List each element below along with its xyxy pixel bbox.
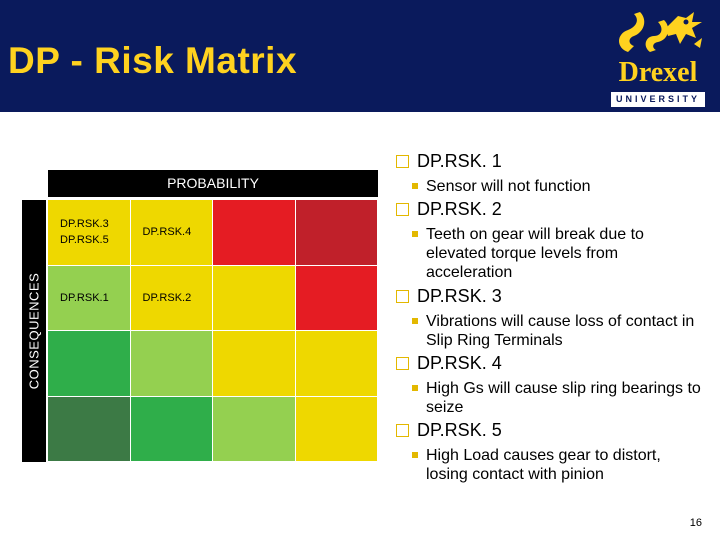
risk-description-text: Sensor will not function [426, 178, 591, 195]
matrix-cell [213, 265, 296, 331]
checkbox-bullet-icon [396, 423, 409, 437]
risk-id: DP.RSK. 4 [417, 353, 502, 373]
risk-id-label: DP.RSK.2 [142, 291, 192, 304]
risk-item: DP.RSK. 1 Sensor will not function [396, 150, 706, 196]
risk-id-label: DP.RSK.3 [60, 218, 109, 231]
matrix-cell-label: DP.RSK.3 DP.RSK.5 [60, 216, 109, 248]
logo-wordmark: Drexel [618, 57, 698, 88]
risk-item: DP.RSK. 4 High Gs will cause slip ring be… [396, 352, 706, 417]
risk-description: High Load causes gear to distort, losing… [412, 446, 706, 484]
risk-item: DP.RSK. 3 Vibrations will cause loss of c… [396, 285, 706, 350]
risk-heading: DP.RSK. 3 [396, 285, 706, 307]
matrix-cell-label: DP.RSK.1 [60, 290, 109, 306]
matrix-cell: DP.RSK.1 [48, 265, 131, 331]
risk-heading: DP.RSK. 4 [396, 352, 706, 374]
risk-id: DP.RSK. 2 [417, 199, 502, 219]
risk-id-label: DP.RSK.5 [60, 234, 109, 247]
risk-description-text: Vibrations will cause loss of contact in… [426, 313, 695, 349]
matrix-cell [213, 396, 296, 462]
risk-description: High Gs will cause slip ring bearings to… [412, 379, 706, 417]
checkbox-bullet-icon [396, 356, 409, 370]
risk-id: DP.RSK. 3 [417, 286, 502, 306]
risk-description: Vibrations will cause loss of contact in… [412, 312, 706, 350]
risk-heading: DP.RSK. 5 [396, 419, 706, 441]
checkbox-bullet-icon [396, 202, 409, 216]
matrix-cell [295, 265, 378, 331]
matrix-cell [295, 200, 378, 266]
matrix-cell [130, 331, 213, 397]
risk-list: DP.RSK. 1 Sensor will not function DP.RSK.… [396, 150, 706, 486]
matrix-cell [295, 331, 378, 397]
square-bullet-icon [412, 231, 418, 237]
risk-heading: DP.RSK. 2 [396, 198, 706, 220]
matrix-cell: DP.RSK.2 [130, 265, 213, 331]
risk-description-text: High Load causes gear to distort, losing… [426, 447, 661, 483]
matrix-cell [48, 396, 131, 462]
matrix-cell [213, 200, 296, 266]
risk-matrix-grid: DP.RSK.3 DP.RSK.5 DP.RSK.4 DP.RSK.1 DP.RSK.2 [48, 200, 378, 462]
matrix-cell-label: DP.RSK.4 [143, 224, 192, 240]
risk-description-text: Teeth on gear will break due to elevated… [426, 226, 644, 281]
matrix-cell [213, 331, 296, 397]
square-bullet-icon [412, 385, 418, 391]
matrix-cell [295, 396, 378, 462]
checkbox-bullet-icon [396, 154, 409, 168]
page-number: 16 [689, 517, 702, 529]
risk-description: Teeth on gear will break due to elevated… [412, 225, 706, 282]
title-banner: DP - Risk Matrix Drexel UNIVERSITY [0, 0, 720, 112]
checkbox-bullet-icon [396, 289, 409, 303]
risk-id-label: DP.RSK.1 [60, 291, 109, 304]
matrix-cell [48, 331, 131, 397]
square-bullet-icon [412, 183, 418, 189]
probability-header: PROBABILITY [48, 170, 378, 197]
risk-id: DP.RSK. 5 [417, 420, 502, 440]
risk-item: DP.RSK. 5 High Load causes gear to distor… [396, 419, 706, 484]
matrix-cell: DP.RSK.4 [130, 200, 213, 266]
consequences-label: CONSEQUENCES [26, 272, 42, 390]
consequences-label-bar: CONSEQUENCES [22, 200, 46, 462]
risk-description: Sensor will not function [412, 177, 706, 196]
square-bullet-icon [412, 452, 418, 458]
risk-description-text: High Gs will cause slip ring bearings to… [426, 380, 701, 416]
dragon-icon [619, 12, 702, 52]
risk-id-label: DP.RSK.4 [142, 226, 192, 239]
risk-item: DP.RSK. 2 Teeth on gear will break due to… [396, 198, 706, 282]
square-bullet-icon [412, 318, 418, 324]
matrix-cell: DP.RSK.3 DP.RSK.5 [48, 200, 131, 266]
logo-subtitle: UNIVERSITY [611, 92, 705, 107]
risk-id: DP.RSK. 1 [417, 151, 502, 171]
risk-heading: DP.RSK. 1 [396, 150, 706, 172]
page-title: DP - Risk Matrix [8, 40, 298, 81]
matrix-cell-label: DP.RSK.2 [143, 290, 192, 306]
university-logo: Drexel UNIVERSITY [606, 8, 710, 108]
matrix-cell [130, 396, 213, 462]
